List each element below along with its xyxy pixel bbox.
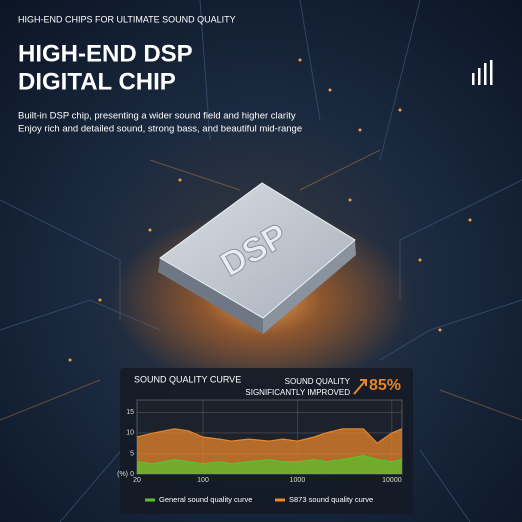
title-line: HIGH-END DSP (18, 40, 193, 67)
y-tick-label: 15 (126, 409, 134, 416)
legend-label: S873 sound quality curve (289, 495, 373, 504)
tagline: HIGH-END CHIPS FOR ULTIMATE SOUND QUALIT… (18, 14, 236, 24)
legend-label: General sound quality curve (159, 495, 252, 504)
y-tick-label: 5 (130, 450, 134, 457)
chart-title: SOUND QUALITY CURVE (134, 374, 241, 384)
series-line (136, 454, 403, 465)
title-line: DIGITAL CHIP (18, 68, 176, 95)
chip: DSP (158, 182, 356, 334)
x-tick-label: 10000 (382, 477, 402, 484)
y-unit: (%) (117, 471, 128, 478)
badge-arrow (353, 379, 367, 395)
circuit-lights (68, 58, 472, 362)
badge-value: 85% (369, 377, 401, 394)
y-tick-label: 0 (130, 471, 134, 478)
badge-text: SIGNIFICANTLY IMPROVED (245, 388, 350, 397)
description: Enjoy rich and detailed sound, strong ba… (18, 124, 302, 135)
plot: 0 5 10 15 (%) 20 100 1000 10000 General sound qua… (117, 399, 403, 504)
x-tick-label: 1000 (290, 477, 306, 484)
x-tick-label: 100 (197, 477, 209, 484)
x-tick-label: 20 (133, 477, 141, 484)
area-shade (137, 455, 402, 474)
sound-icon (472, 60, 493, 85)
y-tick-label: 10 (126, 430, 134, 437)
description: Built-in DSP chip, presenting a wider so… (18, 111, 296, 122)
badge-text: SOUND QUALITY (285, 377, 351, 386)
series-line (136, 428, 403, 444)
